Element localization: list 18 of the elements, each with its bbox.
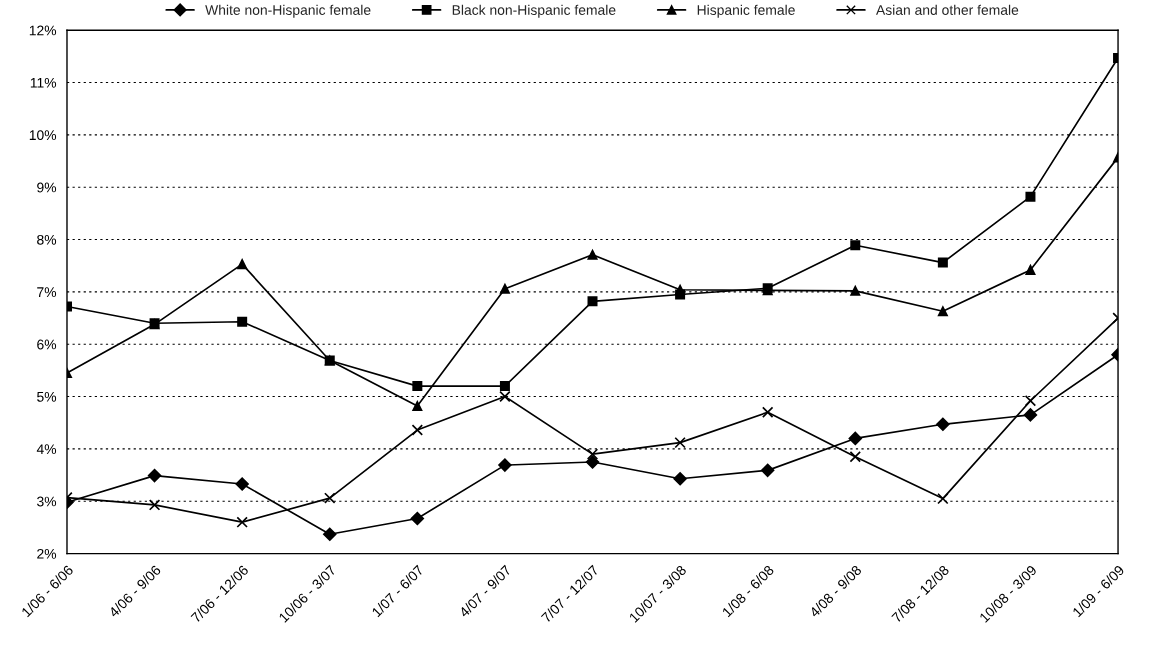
y-tick-label: 2% bbox=[37, 548, 57, 559]
legend-label: Hispanic female bbox=[697, 4, 795, 18]
y-tick-label: 7% bbox=[37, 287, 57, 297]
x-tick-label: 4/08 - 9/08 bbox=[808, 564, 863, 618]
y-tick-label: 12% bbox=[29, 25, 57, 36]
legend-label: White non-Hispanic female bbox=[205, 4, 371, 18]
legend-label: Black non-Hispanic female bbox=[452, 4, 616, 18]
y-tick-label: 3% bbox=[37, 496, 57, 507]
y-tick-label: 9% bbox=[37, 182, 57, 193]
y-tick-label: 11% bbox=[30, 77, 57, 88]
y-tick-label: 5% bbox=[37, 391, 57, 402]
y-tick-label: 8% bbox=[37, 234, 57, 245]
y-tick-label: 10% bbox=[29, 130, 57, 141]
y-tick-label: 4% bbox=[36, 444, 57, 455]
legend-label: Asian and other female bbox=[876, 4, 1019, 15]
y-tick-label: 6% bbox=[37, 339, 57, 350]
x-tick-label: 4/06 - 9/06 bbox=[107, 564, 162, 618]
x-tick-label: 1/09 - 6/09 bbox=[1071, 564, 1125, 618]
